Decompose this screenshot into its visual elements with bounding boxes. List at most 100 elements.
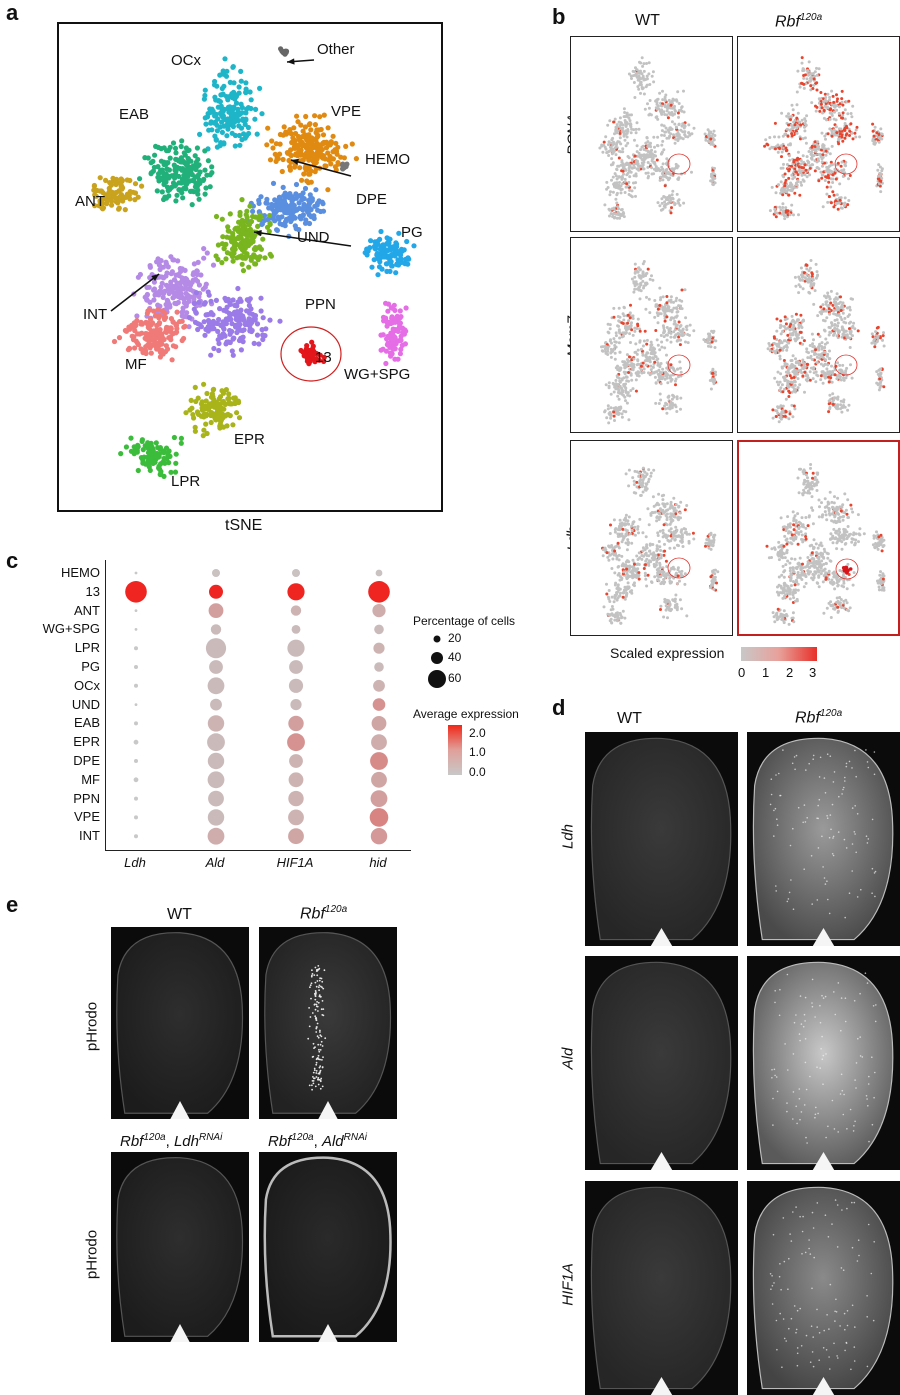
feature-point	[847, 99, 851, 103]
tsne-point	[209, 127, 215, 133]
feature-point	[799, 123, 803, 127]
feature-point	[793, 123, 797, 127]
tsne-point	[151, 279, 157, 285]
feature-point	[797, 333, 801, 337]
tsne-point	[259, 327, 265, 333]
feature-point	[672, 98, 676, 102]
feature-point	[800, 118, 804, 122]
feature-point	[670, 206, 673, 210]
feature-point	[616, 394, 620, 398]
tsne-point	[161, 336, 167, 343]
feature-point	[871, 122, 875, 126]
tsne-point	[233, 241, 239, 247]
feature-point	[633, 275, 637, 279]
feature-point	[668, 112, 672, 116]
feature-point	[624, 328, 628, 332]
feature-point	[641, 262, 645, 266]
tsne-point	[242, 321, 248, 328]
tsne-point	[237, 296, 243, 302]
tsne-point	[302, 154, 308, 160]
feature-point	[642, 92, 646, 96]
feature-point	[784, 146, 788, 150]
feature-point	[824, 337, 828, 341]
feature-point	[674, 109, 677, 113]
feature-point	[658, 286, 662, 290]
feature-point	[609, 145, 613, 149]
feature-point	[711, 331, 715, 334]
feature-point	[810, 358, 814, 361]
tsne-point	[224, 423, 230, 429]
tsne-point	[104, 198, 110, 204]
feature-point	[646, 155, 650, 159]
tsne-point	[298, 216, 304, 222]
feature-point	[669, 103, 673, 107]
tsne-point	[244, 253, 250, 259]
tsne-point	[248, 218, 255, 225]
feature-point	[794, 333, 798, 337]
tsne-point	[257, 254, 263, 260]
feature-point	[692, 126, 696, 130]
feature-point	[800, 61, 804, 65]
tsne-point	[123, 444, 129, 450]
tsne-point	[200, 433, 206, 439]
tsne-point	[275, 214, 281, 220]
feature-point	[623, 115, 627, 119]
feature-point	[713, 379, 717, 383]
feature-point	[826, 147, 830, 151]
feature-point	[675, 410, 679, 413]
feature-point	[839, 164, 843, 168]
feature-point	[652, 161, 656, 165]
feature-point	[803, 73, 807, 77]
feature-point	[823, 104, 827, 108]
tsne-point	[277, 151, 283, 157]
tsne-point	[116, 335, 123, 341]
feature-point	[847, 177, 850, 181]
tsne-point	[187, 407, 193, 413]
feature-point	[805, 272, 809, 276]
feature-point	[673, 203, 677, 207]
tsne-point	[311, 142, 318, 148]
feature-point	[627, 418, 631, 422]
tsne-point	[305, 209, 311, 216]
feature-point	[703, 132, 707, 136]
feature-point	[630, 378, 634, 382]
tsne-point	[239, 217, 245, 223]
feature-point	[645, 351, 649, 355]
tsne-point	[312, 122, 318, 128]
feature-point	[655, 115, 659, 119]
feature-point	[816, 374, 820, 378]
feature-point	[812, 148, 816, 152]
tsne-point	[201, 381, 207, 387]
tsne-point	[151, 286, 158, 292]
feature-point	[834, 125, 838, 129]
feature-point	[826, 363, 830, 367]
tsne-point	[321, 354, 327, 360]
tsne-point	[137, 176, 143, 182]
feature-point	[851, 137, 855, 141]
feature-point	[839, 368, 843, 372]
tsne-point	[254, 332, 261, 338]
feature-point	[830, 364, 833, 368]
feature-point	[660, 104, 663, 108]
tsne-point	[230, 297, 236, 303]
feature-point	[663, 377, 667, 381]
tsne-point	[270, 180, 277, 186]
feature-point	[627, 180, 631, 184]
feature-point	[606, 143, 610, 147]
tsne-point	[94, 187, 100, 194]
feature-point	[614, 153, 618, 157]
tsne-point	[236, 90, 242, 96]
feature-point	[874, 330, 878, 334]
feature-point	[645, 153, 649, 157]
tsne-point	[288, 212, 295, 218]
feature-point	[790, 319, 794, 323]
feature-point	[809, 284, 813, 288]
feature-point	[680, 307, 684, 311]
feature-point	[820, 312, 823, 316]
feature-point	[849, 122, 853, 126]
feature-point	[846, 112, 850, 116]
feature-point	[881, 338, 884, 342]
tsne-cluster-label: PPN	[305, 296, 336, 313]
tsne-point	[233, 324, 239, 330]
feature-point	[840, 135, 844, 139]
